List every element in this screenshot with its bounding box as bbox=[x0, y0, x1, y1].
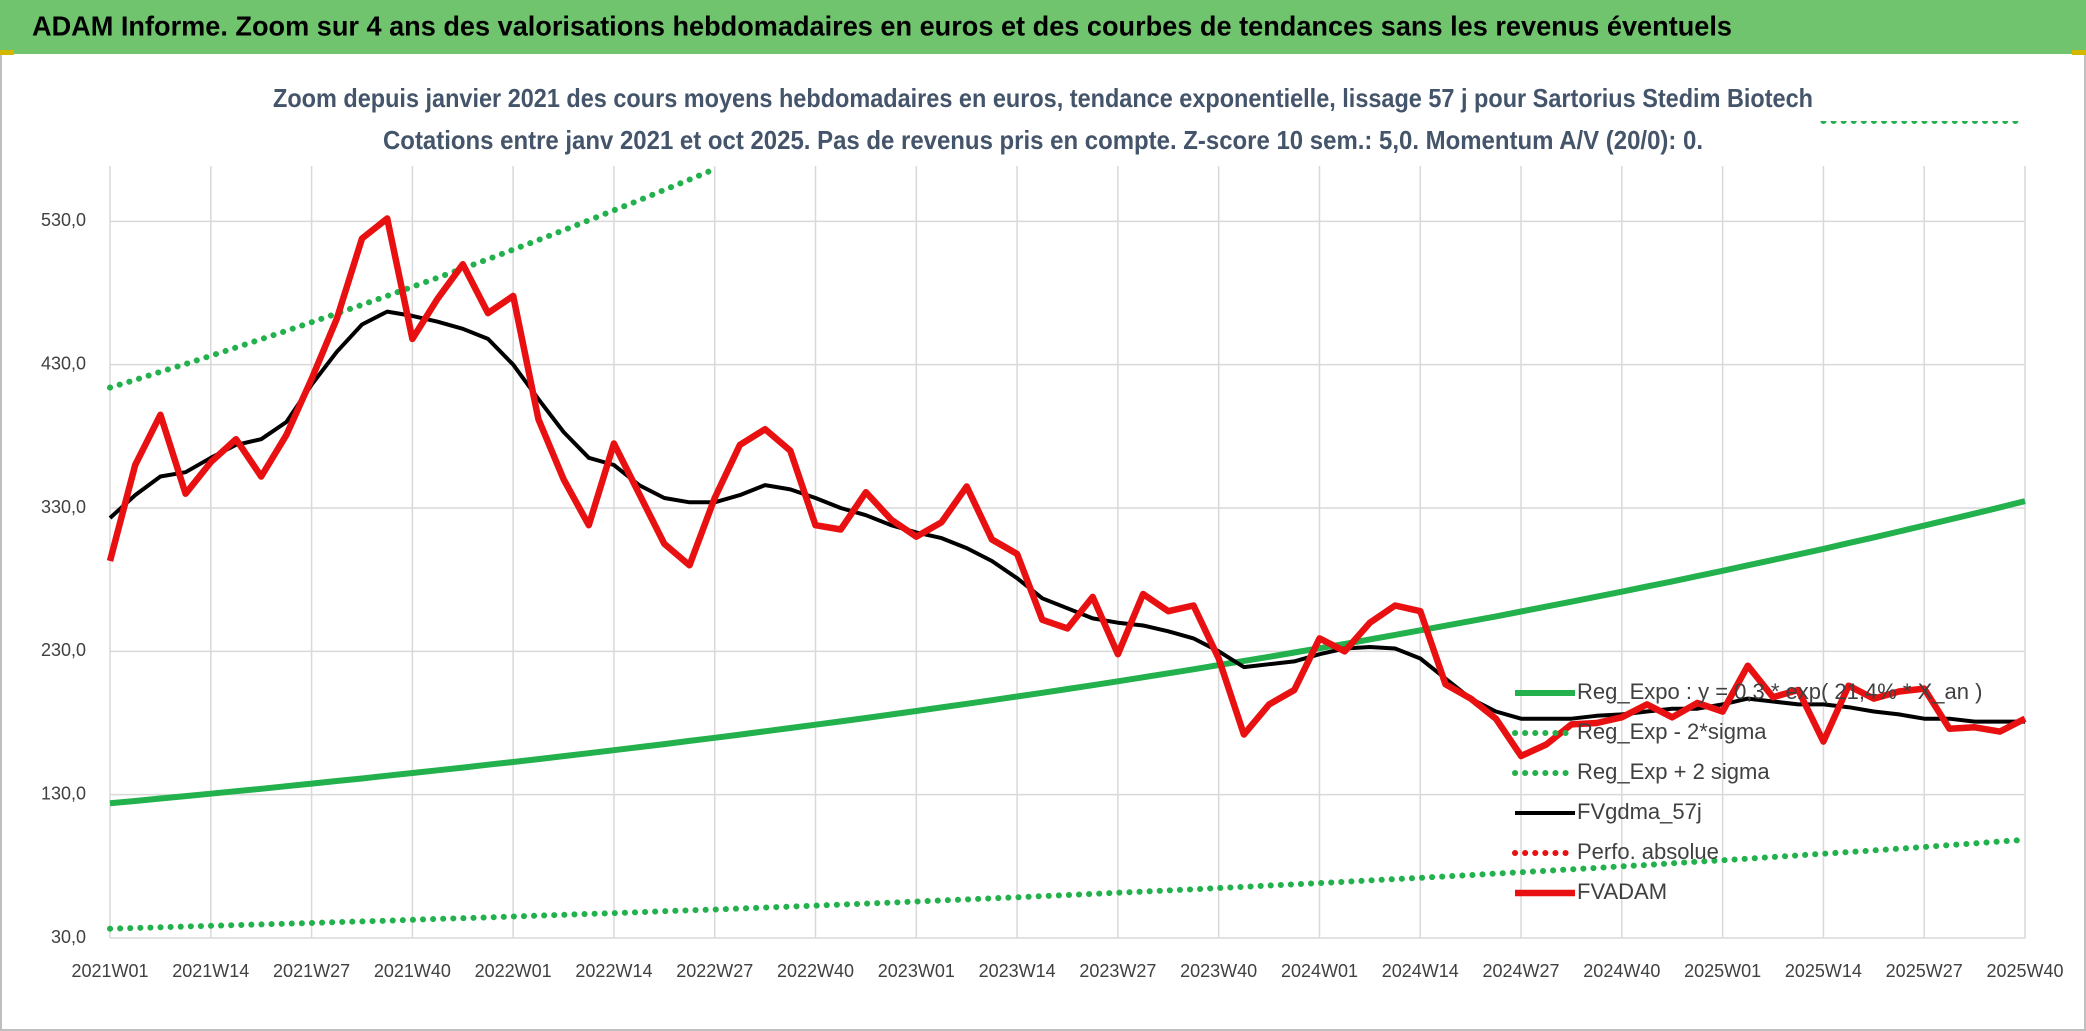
legend: Reg_Expo : y = 0,3 * exp( 21,4% * X_an )… bbox=[1512, 679, 1982, 904]
x-tick-label: 2025W27 bbox=[1886, 961, 1963, 981]
x-tick-label: 2023W01 bbox=[878, 961, 955, 981]
legend-label: Reg_Exp + 2 sigma bbox=[1577, 759, 1770, 784]
axes: 30,0 130,0 230,0 330,0 430,0 530,0 2021W01 2021… bbox=[41, 210, 2064, 981]
legend-label: FVgdma_57j bbox=[1577, 799, 1702, 824]
x-tick-label: 2023W40 bbox=[1180, 961, 1257, 981]
chart-subtitle: Cotations entre janv 2021 et oct 2025. P… bbox=[383, 125, 1703, 155]
x-tick-label: 2025W14 bbox=[1785, 961, 1862, 981]
x-tick-label: 2022W01 bbox=[475, 961, 552, 981]
legend-label: FVADAM bbox=[1577, 879, 1667, 904]
series-line bbox=[106, 215, 2027, 760]
chart-title: Zoom depuis janvier 2021 des cours moyen… bbox=[273, 83, 1813, 113]
grid bbox=[109, 166, 2026, 939]
x-tick-label: 2025W01 bbox=[1684, 961, 1761, 981]
y-tick-label: 130,0 bbox=[41, 783, 86, 803]
x-tick-label: 2022W40 bbox=[777, 961, 854, 981]
legend-label: Reg_Expo : y = 0,3 * exp( 21,4% * X_an ) bbox=[1577, 679, 1982, 704]
corner bbox=[0, 50, 14, 55]
x-tick-label: 2022W27 bbox=[676, 961, 753, 981]
page-title: ADAM Informe. Zoom sur 4 ans des valoris… bbox=[32, 10, 1732, 41]
series-line bbox=[109, 498, 2026, 807]
legend-label: Perfo. absolue bbox=[1577, 839, 1719, 864]
y-tick-label: 530,0 bbox=[41, 210, 86, 230]
x-tick-label: 2022W14 bbox=[575, 961, 652, 981]
y-tick-label: 230,0 bbox=[41, 640, 86, 660]
x-tick-label: 2024W01 bbox=[1281, 961, 1358, 981]
x-tick-label: 2024W14 bbox=[1382, 961, 1459, 981]
plot bbox=[106, 121, 2028, 932]
y-tick-label: 430,0 bbox=[41, 353, 86, 373]
series-line bbox=[107, 121, 2028, 391]
series-line bbox=[107, 836, 2028, 932]
x-tick-label: 2025W40 bbox=[1986, 961, 2063, 981]
x-tick-label: 2021W14 bbox=[172, 961, 249, 981]
x-tick-label: 2021W01 bbox=[71, 961, 148, 981]
corner bbox=[2072, 50, 2086, 55]
x-tick-label: 2023W14 bbox=[979, 961, 1056, 981]
header-bar bbox=[0, 0, 2086, 54]
legend-label: Reg_Exp - 2*sigma bbox=[1577, 719, 1767, 744]
x-tick-label: 2021W27 bbox=[273, 961, 350, 981]
y-tick-label: 330,0 bbox=[41, 497, 86, 517]
x-tick-label: 2023W27 bbox=[1079, 961, 1156, 981]
x-tick-label: 2024W40 bbox=[1583, 961, 1660, 981]
y-tick-label: 30,0 bbox=[51, 927, 86, 947]
x-tick-label: 2024W27 bbox=[1483, 961, 1560, 981]
x-tick-label: 2021W40 bbox=[374, 961, 451, 981]
